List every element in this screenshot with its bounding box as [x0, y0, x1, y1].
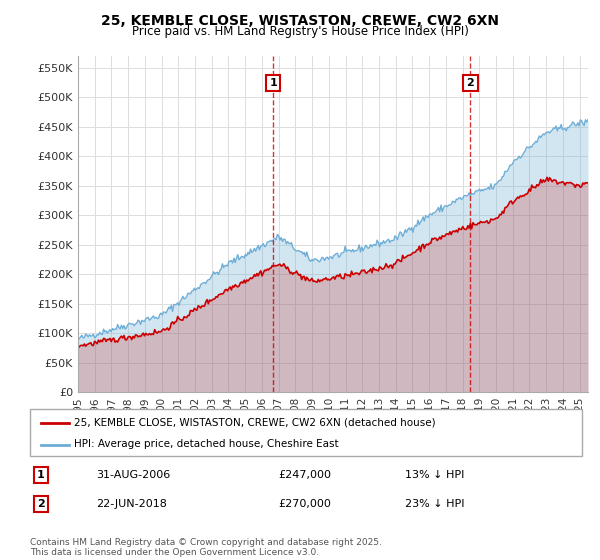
Text: Contains HM Land Registry data © Crown copyright and database right 2025.
This d: Contains HM Land Registry data © Crown c… — [30, 538, 382, 557]
Text: 22-JUN-2018: 22-JUN-2018 — [96, 499, 167, 509]
Text: £247,000: £247,000 — [278, 470, 331, 480]
Text: 1: 1 — [269, 78, 277, 88]
Text: 23% ↓ HPI: 23% ↓ HPI — [406, 499, 465, 509]
Text: 31-AUG-2006: 31-AUG-2006 — [96, 470, 170, 480]
Text: HPI: Average price, detached house, Cheshire East: HPI: Average price, detached house, Ches… — [74, 438, 339, 449]
Text: 2: 2 — [37, 499, 45, 509]
Text: 13% ↓ HPI: 13% ↓ HPI — [406, 470, 465, 480]
Text: 1: 1 — [37, 470, 45, 480]
Text: 25, KEMBLE CLOSE, WISTASTON, CREWE, CW2 6XN (detached house): 25, KEMBLE CLOSE, WISTASTON, CREWE, CW2 … — [74, 417, 436, 427]
FancyBboxPatch shape — [30, 409, 582, 456]
Text: Price paid vs. HM Land Registry's House Price Index (HPI): Price paid vs. HM Land Registry's House … — [131, 25, 469, 38]
Text: £270,000: £270,000 — [278, 499, 331, 509]
Text: 25, KEMBLE CLOSE, WISTASTON, CREWE, CW2 6XN: 25, KEMBLE CLOSE, WISTASTON, CREWE, CW2 … — [101, 14, 499, 28]
Text: 2: 2 — [467, 78, 475, 88]
